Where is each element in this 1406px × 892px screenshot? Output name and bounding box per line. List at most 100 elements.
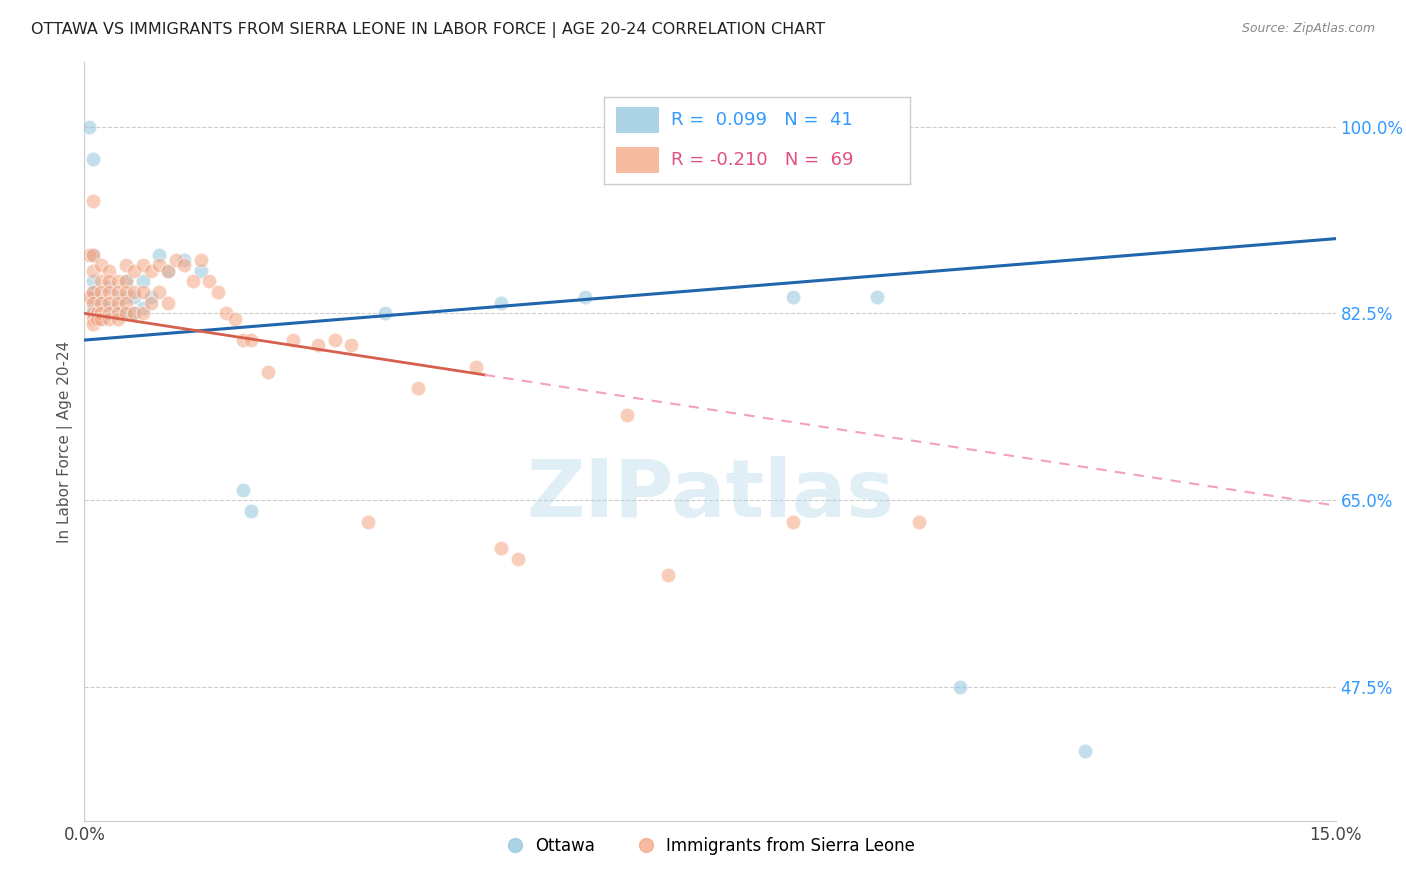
Point [98, 279, 121, 293]
Point [82, 301, 104, 315]
Point [115, 295, 138, 310]
Point [148, 247, 170, 261]
Point [232, 333, 254, 347]
Text: Source: ZipAtlas.com: Source: ZipAtlas.com [1241, 22, 1375, 36]
Point [90, 306, 112, 320]
Point [82, 247, 104, 261]
Point [215, 306, 238, 320]
Point [124, 263, 146, 277]
Point [77, 120, 100, 134]
Point [657, 568, 679, 582]
Point [132, 301, 155, 315]
Point [98, 295, 121, 310]
Point [90, 274, 112, 288]
Point [82, 317, 104, 331]
Point [86, 306, 108, 320]
Point [232, 483, 254, 497]
Point [82, 285, 104, 299]
Point [107, 274, 129, 288]
Point [115, 285, 138, 299]
Point [82, 152, 104, 166]
Point [281, 333, 304, 347]
Point [82, 274, 104, 288]
Point [224, 311, 246, 326]
Point [98, 311, 121, 326]
Point [807, 120, 830, 134]
Point [782, 515, 804, 529]
Point [82, 306, 104, 320]
Point [139, 295, 162, 310]
Point [115, 290, 138, 304]
Text: ZIPatlas: ZIPatlas [526, 456, 894, 533]
Point [115, 306, 138, 320]
Point [165, 252, 187, 267]
Point [82, 247, 104, 261]
Point [82, 285, 104, 299]
Point [190, 252, 212, 267]
Point [90, 258, 112, 272]
Point [132, 285, 155, 299]
Point [508, 552, 530, 566]
Point [406, 381, 429, 395]
Point [107, 290, 129, 304]
Point [90, 295, 112, 310]
Point [124, 306, 146, 320]
Point [824, 120, 846, 134]
Point [949, 680, 972, 694]
Point [98, 306, 121, 320]
Text: OTTAWA VS IMMIGRANTS FROM SIERRA LEONE IN LABOR FORCE | AGE 20-24 CORRELATION CH: OTTAWA VS IMMIGRANTS FROM SIERRA LEONE I… [31, 22, 825, 38]
Point [156, 263, 179, 277]
Point [124, 285, 146, 299]
Point [132, 306, 155, 320]
Point [491, 295, 513, 310]
Point [173, 252, 195, 267]
Legend: Ottawa, Immigrants from Sierra Leone: Ottawa, Immigrants from Sierra Leone [498, 830, 922, 862]
Point [357, 515, 380, 529]
Point [86, 306, 108, 320]
Point [115, 258, 138, 272]
Point [240, 333, 263, 347]
Point [77, 247, 100, 261]
Point [139, 290, 162, 304]
Point [307, 338, 329, 352]
Point [156, 295, 179, 310]
Point [132, 258, 155, 272]
Point [115, 306, 138, 320]
Point [374, 306, 396, 320]
Point [115, 274, 138, 288]
Y-axis label: In Labor Force | Age 20-24: In Labor Force | Age 20-24 [58, 341, 73, 542]
Point [90, 285, 112, 299]
Point [82, 290, 104, 304]
Point [107, 311, 129, 326]
Point [107, 285, 129, 299]
Point [90, 295, 112, 310]
Point [86, 311, 108, 326]
Point [491, 541, 513, 556]
Point [82, 263, 104, 277]
Point [782, 290, 804, 304]
Point [465, 359, 488, 374]
Point [181, 274, 204, 288]
Point [198, 274, 221, 288]
Point [148, 258, 170, 272]
Point [98, 306, 121, 320]
Point [148, 285, 170, 299]
Point [132, 274, 155, 288]
Point [90, 306, 112, 320]
Point [98, 301, 121, 315]
Point [257, 365, 280, 379]
Point [190, 263, 212, 277]
Point [616, 408, 638, 422]
Point [124, 290, 146, 304]
Point [1074, 744, 1097, 758]
Point [207, 285, 229, 299]
Point [139, 263, 162, 277]
Point [98, 263, 121, 277]
Point [90, 311, 112, 326]
Point [240, 504, 263, 518]
Point [77, 290, 100, 304]
Point [323, 333, 346, 347]
Point [107, 295, 129, 310]
Point [90, 311, 112, 326]
Point [156, 263, 179, 277]
